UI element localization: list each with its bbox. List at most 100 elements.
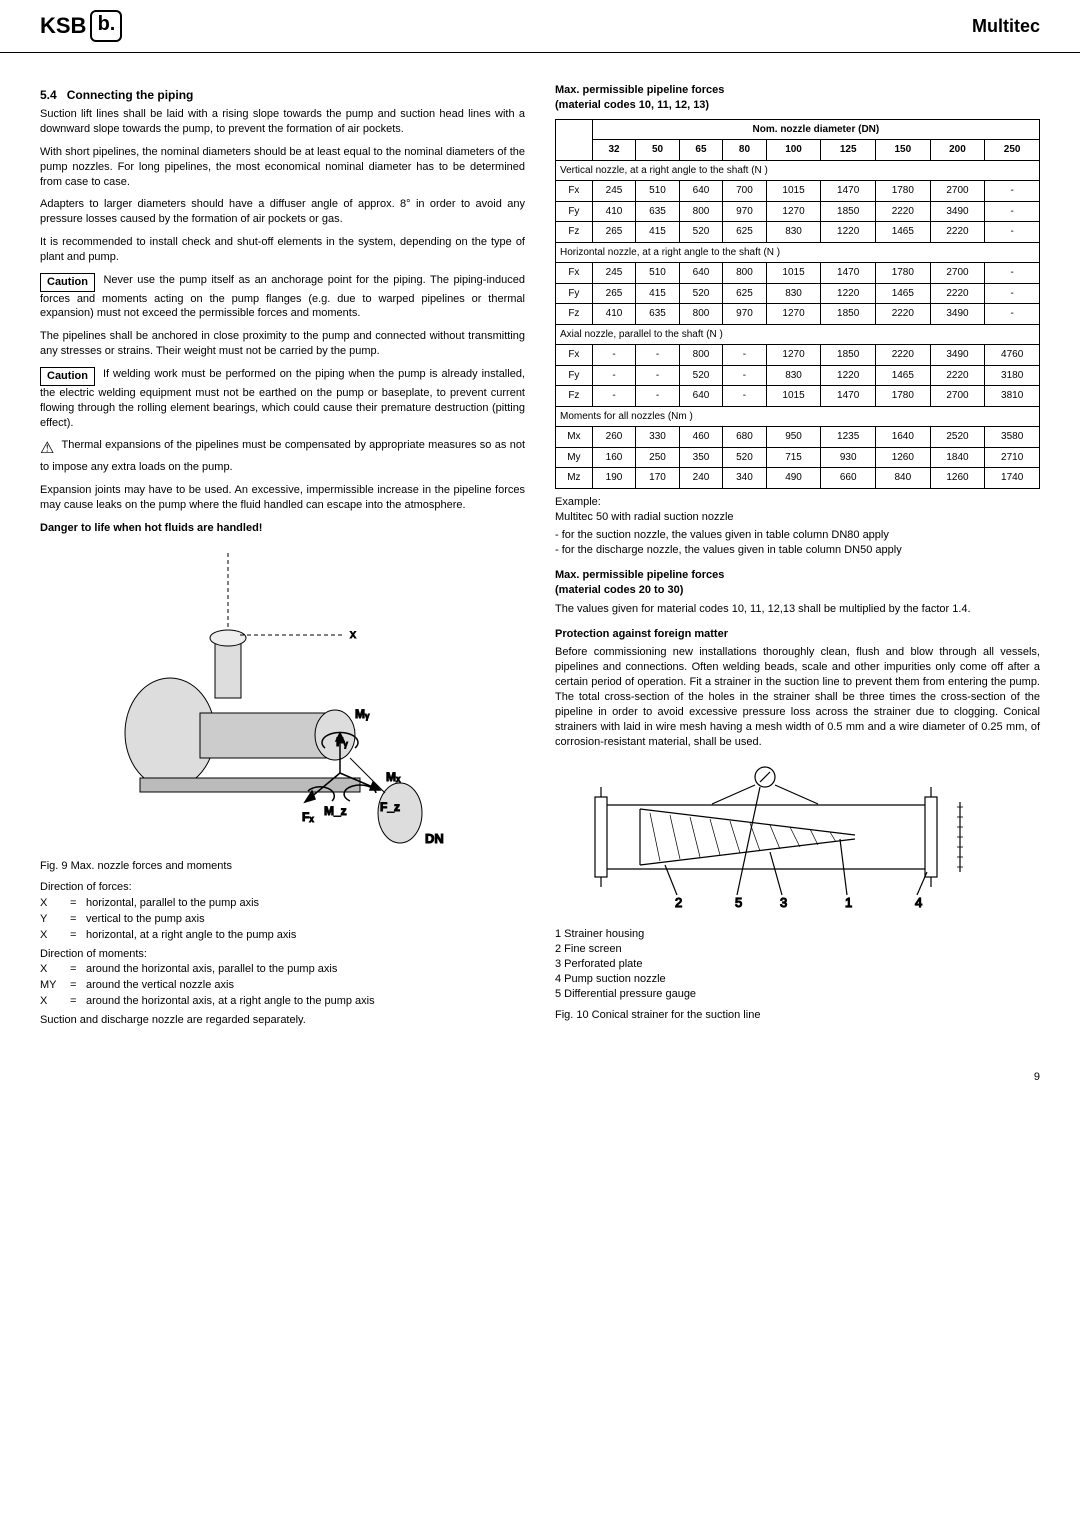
table-cell: 700 — [723, 181, 766, 202]
table-cell: 460 — [679, 427, 722, 448]
table-cell: 1270 — [766, 345, 821, 366]
warning-text: Thermal expansions of the pipelines must… — [40, 439, 525, 473]
table-cell: - — [592, 345, 635, 366]
caution-label: Caution — [40, 273, 95, 292]
figure-10-caption: Fig. 10 Conical strainer for the suction… — [555, 1008, 1040, 1023]
def-line: X=horizontal, parallel to the pump axis — [40, 896, 525, 911]
def-value: around the horizontal axis, parallel to … — [86, 962, 525, 977]
legend-item: 4 Pump suction nozzle — [555, 972, 1040, 987]
table-cell: 1465 — [876, 283, 931, 304]
table-cell: 2220 — [876, 201, 931, 222]
def-line: X=around the horizontal axis, parallel t… — [40, 962, 525, 977]
table-cell: 1850 — [821, 201, 876, 222]
multiplier-note: The values given for material codes 10, … — [555, 602, 1040, 617]
table-cell: 680 — [723, 427, 766, 448]
warning-block: ⚠ Thermal expansions of the pipelines mu… — [40, 438, 525, 474]
figure-9-caption: Fig. 9 Max. nozzle forces and moments — [40, 859, 525, 874]
table-cell: 3490 — [930, 304, 985, 325]
table-cell: 625 — [723, 222, 766, 243]
page-number: 9 — [0, 1066, 1080, 1095]
direction-moments: Direction of moments: X=around the horiz… — [40, 947, 525, 1009]
legend-item: 3 Perforated plate — [555, 957, 1040, 972]
def-value: around the vertical nozzle axis — [86, 978, 525, 993]
table-cell: - — [985, 201, 1040, 222]
table-cell: 640 — [679, 181, 722, 202]
table-cell: 1270 — [766, 304, 821, 325]
table-cell: 2220 — [876, 345, 931, 366]
table-title: Max. permissible pipeline forces (materi… — [555, 83, 1040, 113]
table-cell: 1260 — [930, 468, 985, 489]
table-cell: 1740 — [985, 468, 1040, 489]
table-cell: 415 — [636, 222, 679, 243]
table-cell: 1850 — [821, 304, 876, 325]
page-header: KSB b. Multitec — [0, 0, 1080, 53]
table-cell: 250 — [636, 447, 679, 468]
svg-text:M_z: M_z — [324, 804, 347, 818]
def-value: horizontal, parallel to the pump axis — [86, 896, 525, 911]
table-cell: 2700 — [930, 386, 985, 407]
logo-b-icon: b. — [90, 10, 122, 42]
table-col-header: 250 — [985, 140, 1040, 161]
table-cell: 520 — [679, 283, 722, 304]
table-cell: - — [985, 263, 1040, 284]
example-item: for the discharge nozzle, the values giv… — [567, 543, 1040, 558]
def-eq: = — [70, 912, 86, 927]
legend-item: 2 Fine screen — [555, 942, 1040, 957]
table-row-key: Fz — [556, 222, 593, 243]
table-cell: 1260 — [876, 447, 931, 468]
table-cell: 410 — [592, 304, 635, 325]
defs-heading: Direction of forces: — [40, 880, 525, 895]
table-cell: 350 — [679, 447, 722, 468]
table-row-key: Fy — [556, 365, 593, 386]
table-cell: 3810 — [985, 386, 1040, 407]
def-key: X — [40, 962, 70, 977]
table-cell: - — [592, 365, 635, 386]
section-title: Connecting the piping — [67, 88, 194, 102]
table-col-header: 80 — [723, 140, 766, 161]
table-cell: 950 — [766, 427, 821, 448]
table-cell: 800 — [679, 345, 722, 366]
table-row-key: Fy — [556, 283, 593, 304]
table-row-key: My — [556, 447, 593, 468]
table-row-key: Fz — [556, 386, 593, 407]
table-cell: 635 — [636, 201, 679, 222]
table-col-header: 150 — [876, 140, 931, 161]
table-cell: 3490 — [930, 345, 985, 366]
def-eq: = — [70, 896, 86, 911]
table-row-key: Fz — [556, 304, 593, 325]
table-cell: 265 — [592, 222, 635, 243]
example-item: for the suction nozzle, the values given… — [567, 528, 1040, 543]
direction-forces: Direction of forces: X=horizontal, paral… — [40, 880, 525, 942]
table-cell: 840 — [876, 468, 931, 489]
def-value: around the horizontal axis, at a right a… — [86, 994, 525, 1009]
table-cell: 1470 — [821, 181, 876, 202]
table-cell: 1465 — [876, 222, 931, 243]
table-cell: 415 — [636, 283, 679, 304]
table-cell: - — [636, 365, 679, 386]
svg-text:1: 1 — [845, 895, 852, 910]
svg-text:x: x — [350, 627, 356, 641]
table-cell: 245 — [592, 181, 635, 202]
table-cell: 660 — [821, 468, 876, 489]
table-cell: 160 — [592, 447, 635, 468]
table-cell: 800 — [679, 304, 722, 325]
table-cell: 625 — [723, 283, 766, 304]
table-cell: 1220 — [821, 283, 876, 304]
example-list: for the suction nozzle, the values given… — [555, 528, 1040, 558]
right-column: Max. permissible pipeline forces (materi… — [555, 73, 1040, 1036]
table-section-label: Horizontal nozzle, at a right angle to t… — [556, 242, 1040, 263]
table-cell: 800 — [723, 263, 766, 284]
table-cell: 2220 — [930, 365, 985, 386]
def-key: Y — [40, 912, 70, 927]
svg-text:DN: DN — [425, 831, 444, 846]
table-cell: 1015 — [766, 181, 821, 202]
def-key: X — [40, 896, 70, 911]
svg-text:Mᵧ: Mᵧ — [355, 707, 370, 721]
figure-10-strainer-diagram: 2 5 3 1 4 — [555, 757, 1015, 927]
table-cell: 1270 — [766, 201, 821, 222]
table-section-label: Moments for all nozzles (Nm ) — [556, 406, 1040, 427]
table-cell: 190 — [592, 468, 635, 489]
paragraph: Adapters to larger diameters should have… — [40, 197, 525, 227]
table-cell: 510 — [636, 263, 679, 284]
table-row-key: Fx — [556, 263, 593, 284]
